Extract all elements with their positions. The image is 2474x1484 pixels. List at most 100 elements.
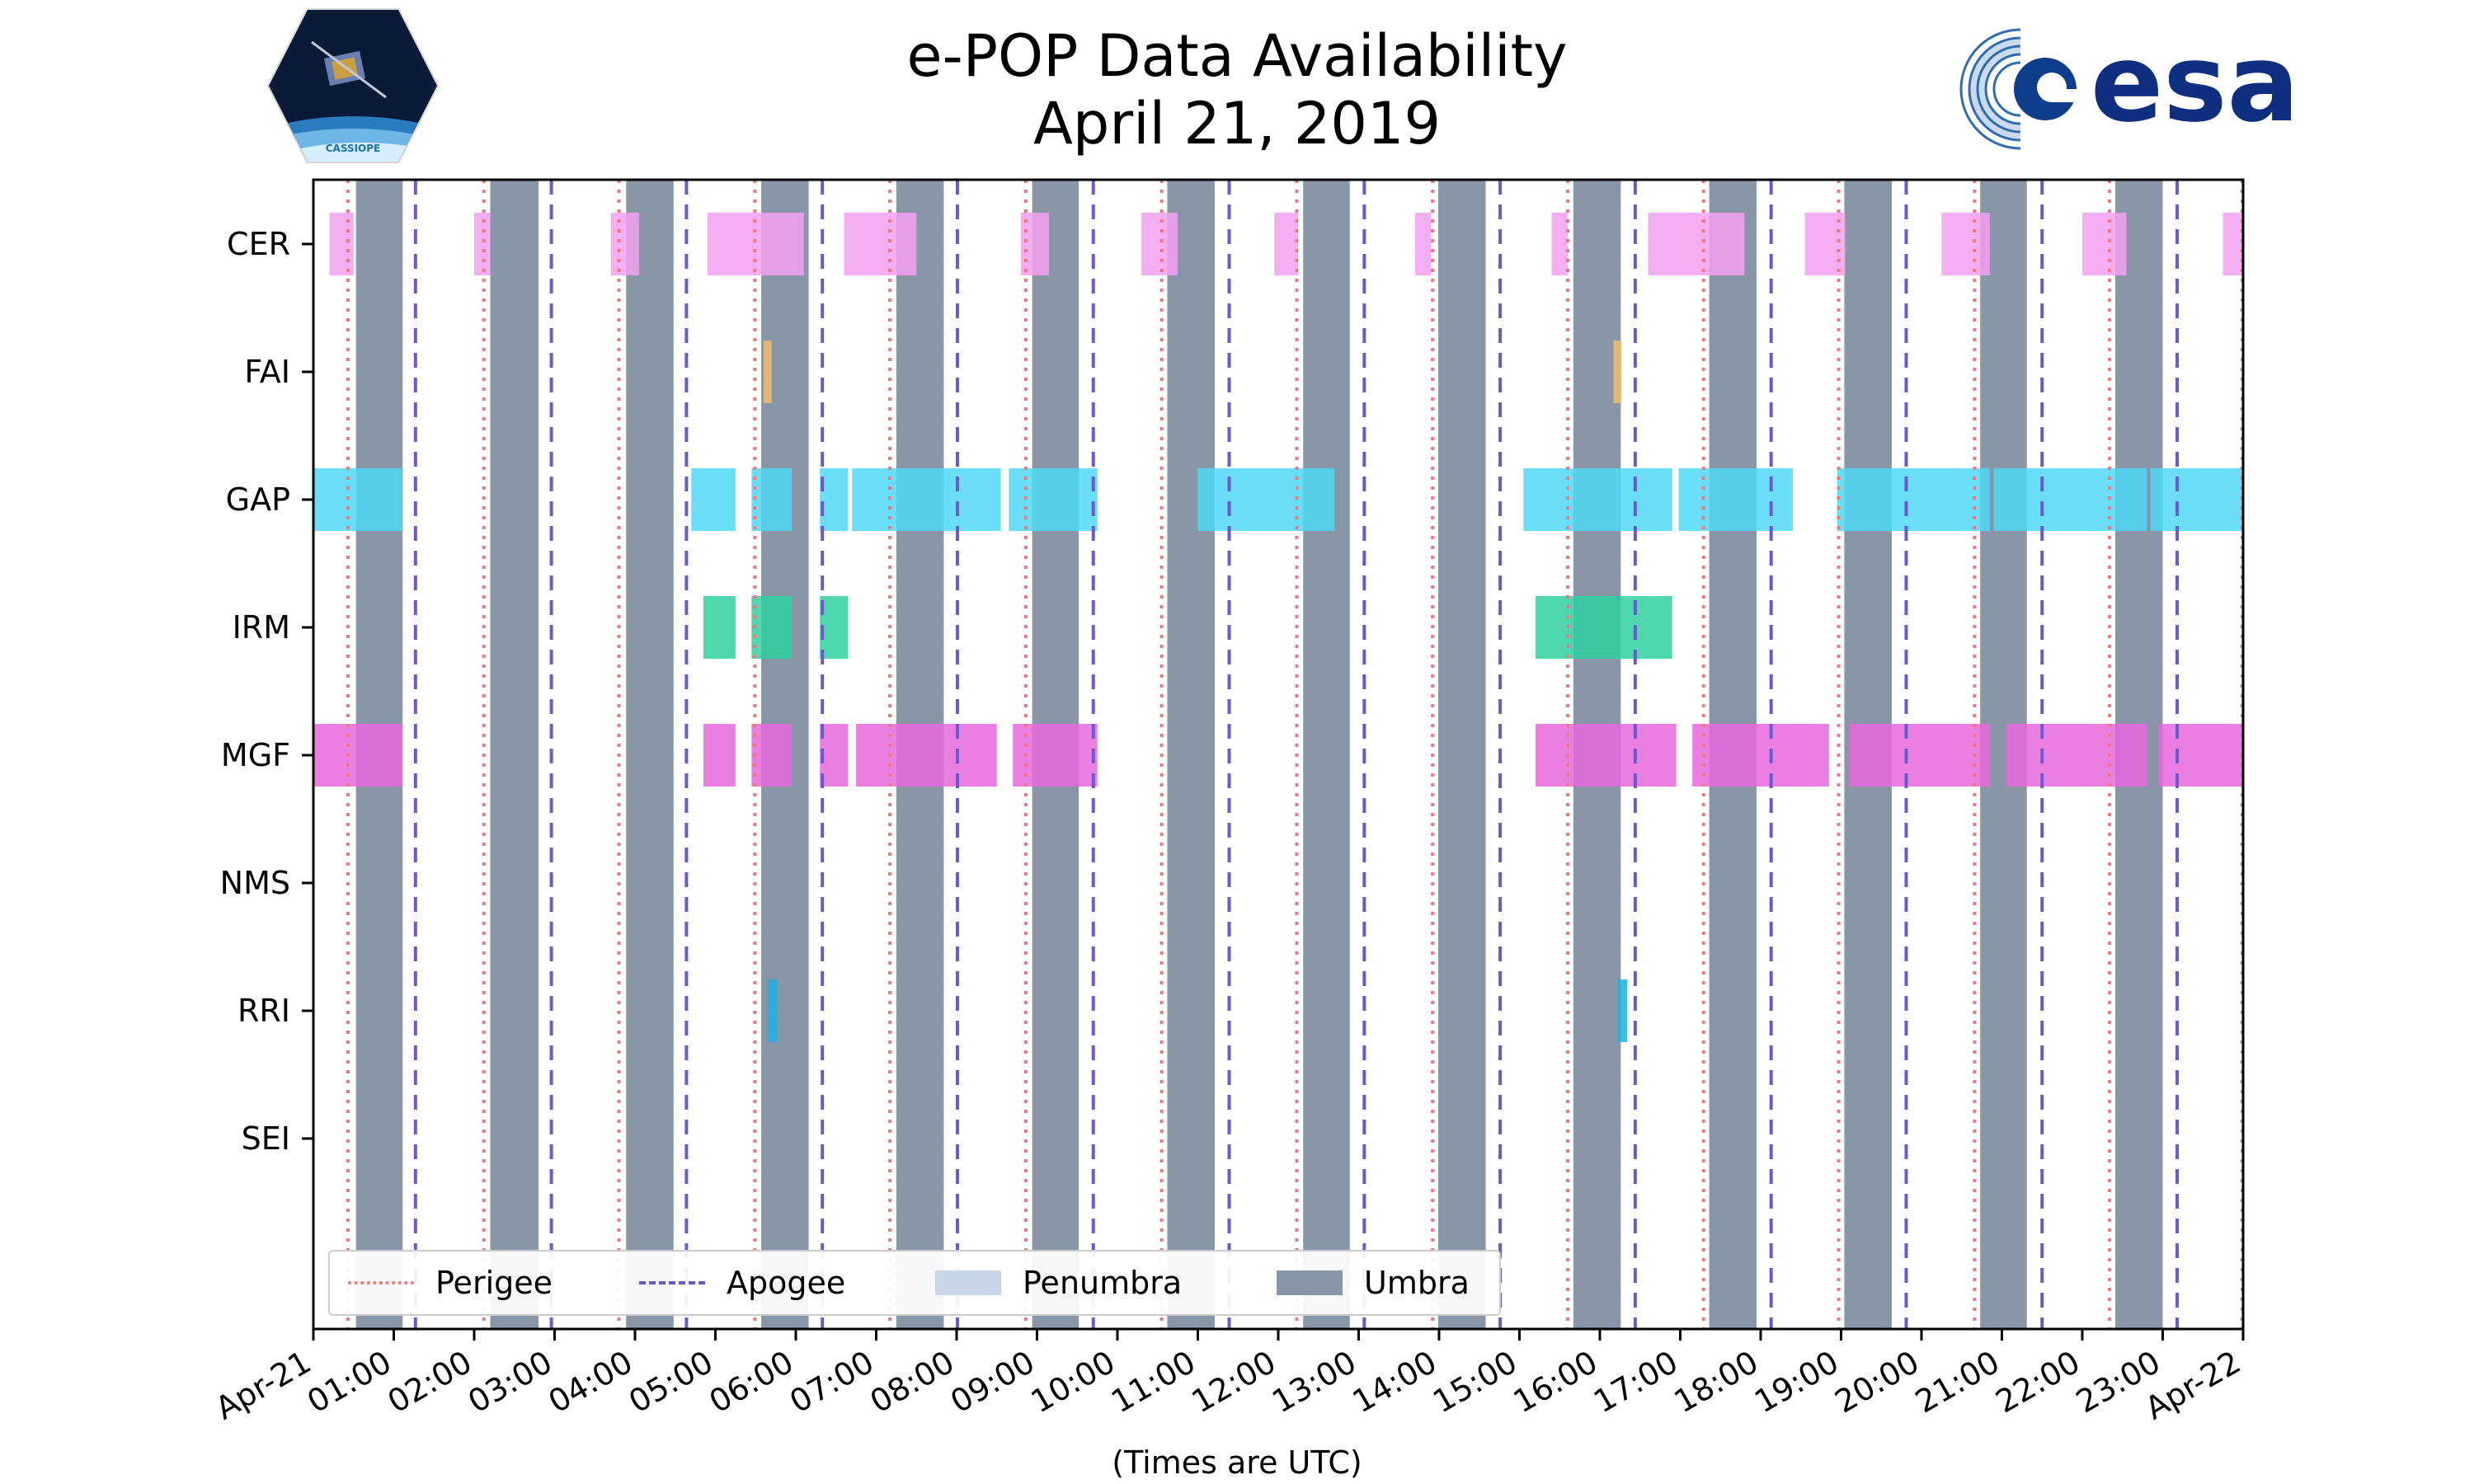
y-tick-label-fai: FAI (244, 354, 290, 390)
data-bar-irm (1536, 596, 1672, 659)
data-bar-fai (1613, 340, 1622, 403)
data-bar-cer (707, 213, 804, 275)
x-tick-label: 06:00 (703, 1344, 800, 1421)
data-bar-cer (2082, 213, 2127, 275)
umbra-swatch (1277, 1270, 1343, 1295)
data-bar-cer (1551, 213, 1568, 275)
data-bar-cer (1941, 213, 1990, 275)
data-bar-mgf (820, 724, 849, 787)
y-tick-label-gap: GAP (226, 481, 290, 518)
x-tick-label: 18:00 (1668, 1344, 1765, 1421)
penumbra-swatch (935, 1270, 1001, 1295)
instrument-bars-layer (313, 213, 2243, 1042)
x-axis-label: (Times are UTC) (1112, 1444, 1362, 1481)
data-bar-mgf (1849, 724, 1990, 787)
data-bar-rri (1617, 979, 1628, 1042)
y-tick-label-cer: CER (227, 226, 290, 262)
x-tick-label: 03:00 (462, 1344, 558, 1421)
legend: Perigee Apogee Penumbra Umbra (328, 1250, 1501, 1316)
x-tick-label: 11:00 (1105, 1344, 1202, 1421)
data-bar-gap (1009, 468, 1098, 531)
legend-label: Penumbra (1023, 1265, 1183, 1301)
perigee-swatch (348, 1281, 414, 1284)
legend-label: Apogee (727, 1265, 846, 1301)
x-tick-label: 21:00 (1909, 1344, 2006, 1421)
data-bar-mgf (751, 724, 793, 787)
apogee-swatch (639, 1281, 705, 1284)
data-bar-gap (1523, 468, 1672, 531)
data-bar-gap (1837, 468, 1990, 531)
x-tick-label: 04:00 (543, 1344, 639, 1421)
data-bar-cer (1021, 213, 1050, 275)
data-bar-gap (1197, 468, 1335, 531)
legend-item-perigee: Perigee (348, 1252, 553, 1314)
data-bar-cer (2222, 213, 2243, 275)
y-tick-label-sei: SEI (242, 1120, 290, 1157)
x-tick-label: 07:00 (783, 1344, 880, 1421)
x-tick-label: 14:00 (1347, 1344, 1443, 1421)
x-tick-label: 12:00 (1186, 1344, 1282, 1421)
chart-title: e-POP Data Availability (906, 22, 1568, 90)
data-bar-gap (313, 468, 402, 531)
legend-label: Perigee (435, 1265, 553, 1301)
data-bar-irm (751, 596, 793, 659)
umbra-band (626, 180, 674, 1329)
x-tick-label: 05:00 (623, 1344, 719, 1421)
x-tick-label: 16:00 (1507, 1344, 1604, 1421)
x-tick-label: 19:00 (1748, 1344, 1845, 1421)
x-tick-label: 08:00 (864, 1344, 961, 1421)
x-tick-label: 15:00 (1427, 1344, 1523, 1421)
y-tick-label-irm: IRM (233, 609, 290, 646)
x-tick-label: 09:00 (944, 1344, 1041, 1421)
data-bar-gap (2150, 468, 2243, 531)
x-tick-label: 01:00 (301, 1344, 397, 1421)
chart-date-subtitle: April 21, 2019 (1033, 90, 1441, 157)
data-bar-fai (764, 340, 772, 403)
data-bar-cer (1141, 213, 1178, 275)
data-bar-cer (1274, 213, 1299, 275)
x-tick-label: 22:00 (1990, 1344, 2086, 1421)
data-bar-rri (767, 979, 778, 1042)
data-bar-mgf (856, 724, 997, 787)
data-bar-gap (1678, 468, 1793, 531)
x-tick-label: 02:00 (382, 1344, 478, 1421)
data-bar-cer (474, 213, 491, 275)
data-bar-mgf (703, 724, 736, 787)
data-bar-mgf (313, 724, 402, 787)
legend-label: Umbra (1364, 1265, 1470, 1301)
data-bar-gap (852, 468, 1001, 531)
data-bar-mgf (2006, 724, 2147, 787)
esa-logo-text: esa (2091, 23, 2299, 146)
x-tick-label: 17:00 (1587, 1344, 1684, 1421)
data-bar-cer (1414, 213, 1432, 275)
legend-item-penumbra: Penumbra (935, 1252, 1182, 1314)
y-tick-label-mgf: MGF (221, 737, 290, 773)
umbra-band (1303, 180, 1350, 1329)
data-bar-gap (820, 468, 849, 531)
data-bar-cer (329, 213, 354, 275)
data-bar-irm (820, 596, 849, 659)
data-bar-cer (1648, 213, 1745, 275)
umbra-band (490, 180, 539, 1329)
umbra-band (1438, 180, 1486, 1329)
data-bar-cer (610, 213, 639, 275)
cassiope-logo-text: CASSIOPE (326, 143, 381, 154)
data-bar-cer (844, 213, 917, 275)
y-tick-label-rri: RRI (238, 993, 290, 1029)
x-tick-label: Apr-21 (209, 1344, 317, 1427)
data-bar-irm (703, 596, 736, 659)
x-tick-label: 20:00 (1829, 1344, 1926, 1421)
data-bar-mgf (1536, 724, 1677, 787)
data-bar-gap (751, 468, 793, 531)
umbra-band (1167, 180, 1215, 1329)
legend-item-apogee: Apogee (639, 1252, 845, 1314)
orbit-lines-layer (346, 180, 2245, 1329)
data-bar-mgf (1692, 724, 1829, 787)
legend-item-umbra: Umbra (1277, 1252, 1470, 1314)
x-tick-label: 10:00 (1025, 1344, 1122, 1421)
x-tick-label: 13:00 (1266, 1344, 1362, 1421)
data-bar-gap (691, 468, 736, 531)
data-bar-cer (1804, 213, 1846, 275)
data-bar-mgf (2158, 724, 2243, 787)
